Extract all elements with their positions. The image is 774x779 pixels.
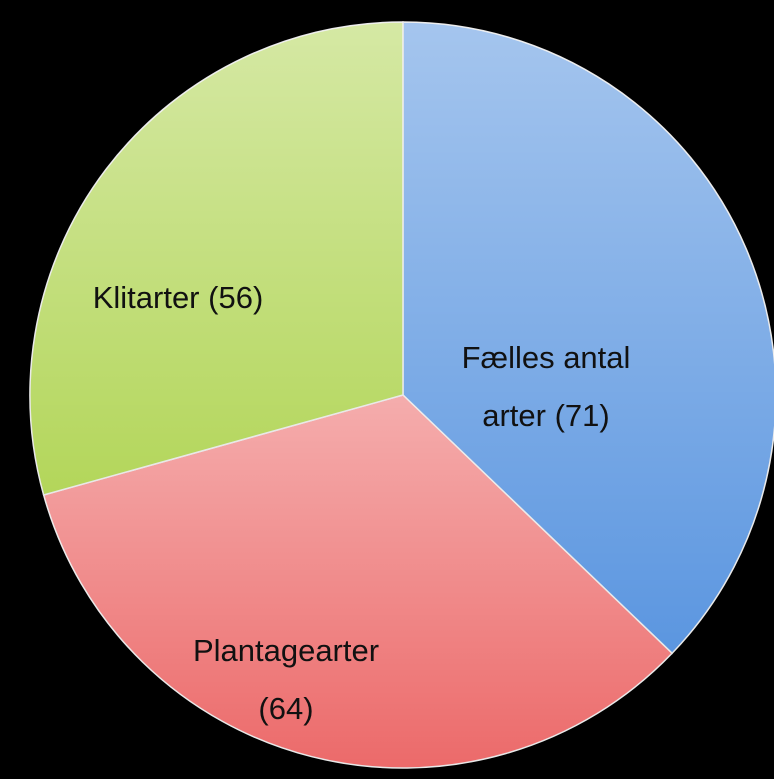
category-label: Klitarter (92, 280, 200, 315)
slice-label: Plantagearter (64) (171, 622, 401, 738)
value-label: (56) (208, 280, 264, 315)
slice-sheen (29, 22, 404, 495)
slice-sheen (43, 395, 673, 769)
value-label: (64) (258, 691, 314, 726)
slice-label: Fælles antal arter (71) (426, 329, 666, 445)
slice-sheen (403, 22, 774, 654)
value-label: (71) (554, 398, 610, 433)
slice-label: Klitarter (56) (28, 269, 328, 327)
category-label: Plantagearter (192, 633, 380, 668)
category-label: Fælles antal arter (461, 340, 631, 433)
